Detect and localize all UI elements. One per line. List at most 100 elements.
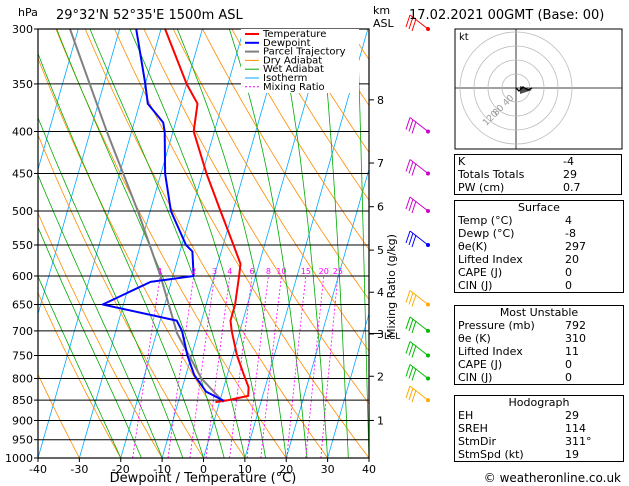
index-row: Lifted Index 11 <box>455 345 623 358</box>
index-value: 0.7 <box>563 181 581 194</box>
hodograph-unit: kt <box>459 32 469 43</box>
wind-barb-flag <box>411 121 417 134</box>
index-row: CAPE (J) 0 <box>455 358 623 371</box>
wind-barb-flag <box>408 198 414 212</box>
wind-barb-flag <box>405 364 411 377</box>
mixing-ratio-label: 8 <box>266 267 271 276</box>
index-label: CIN (J) <box>458 371 493 384</box>
wind-barb-flag <box>405 341 411 354</box>
index-row: θe (K) 310 <box>455 332 623 345</box>
mixing-ratio-label: 10 <box>276 267 286 276</box>
index-row: EH 29 <box>455 409 623 422</box>
pressure-tick-label: 850 <box>12 394 33 407</box>
index-row: Dewp (°C) -8 <box>455 227 623 240</box>
index-row: StmDir 311° <box>455 435 623 448</box>
index-label: Temp (°C) <box>458 214 513 227</box>
index-value: 0 <box>565 371 572 384</box>
wind-barb-flag <box>411 345 417 358</box>
isotherm-line <box>38 29 121 316</box>
index-value: 0 <box>565 266 572 279</box>
dry-adiabat-line <box>38 373 80 458</box>
index-row: PW (cm) 0.7 <box>455 181 622 195</box>
legend-label: Parcel Trajectory <box>263 47 346 58</box>
wet-adiabat-line <box>356 29 369 458</box>
wind-barb <box>405 159 430 176</box>
wind-barb-flag <box>411 18 417 32</box>
wind-barb-dot <box>426 129 430 134</box>
legend-background <box>241 29 359 93</box>
index-row: θe(K) 297 <box>455 240 623 253</box>
wind-barb-dot <box>426 27 430 31</box>
pressure-tick-label: 700 <box>12 325 33 338</box>
index-row: Totals Totals 29 <box>455 168 622 181</box>
dry-adiabat-line <box>202 29 369 301</box>
km-tick-label: 1 <box>377 414 384 427</box>
dry-adiabat-line <box>114 29 369 458</box>
wind-barb-dot <box>426 302 430 307</box>
mixing-ratio-label: 3 <box>212 267 217 276</box>
lcl-label: LCL <box>384 332 400 342</box>
wind-barb-flag <box>405 14 411 28</box>
wet-adiabat-line <box>321 29 349 458</box>
wind-barb-flag <box>411 200 417 214</box>
legend-label: Temperature <box>262 29 326 40</box>
hodograph-indices-section: Hodograph EH 29 SREH 114 StmDir 311° StmSpd (k… <box>454 395 624 462</box>
legend-label: Mixing Ratio <box>263 82 325 93</box>
index-label: StmDir <box>458 435 497 448</box>
index-value: 4 <box>565 214 572 227</box>
hodograph-ring <box>487 59 545 117</box>
temperature-tick-label: -40 <box>29 463 47 476</box>
wet-adiabat-line <box>129 29 266 458</box>
pressure-unit-label: hPa <box>18 6 38 19</box>
pressure-tick-label: 300 <box>12 23 33 36</box>
dry-adiabat-line <box>290 29 369 154</box>
temperature-tick-label: 20 <box>279 463 293 476</box>
wind-barb-flag <box>408 119 414 132</box>
wind-barb-flag <box>405 290 411 303</box>
index-label: Pressure (mb) <box>458 319 535 332</box>
index-label: θe (K) <box>458 332 491 345</box>
wind-barb-flag <box>405 385 411 399</box>
index-row: Pressure (mb) 792 <box>455 319 623 332</box>
index-label: StmSpd (kt) <box>458 448 524 461</box>
dry-adiabat-line <box>38 57 246 458</box>
dry-adiabat-line <box>55 29 287 458</box>
km-tick-label: 5 <box>377 244 384 257</box>
wind-barbs <box>405 14 430 403</box>
mixing-ratio-labels: 1 2 3 4 6 8 10 15 20 25 <box>158 267 343 276</box>
indices-panel: K -4 Totals Totals 29 PW (cm) 0.7 Surface Tem… <box>454 154 624 466</box>
wind-barb-flag <box>408 387 414 401</box>
index-label: Lifted Index <box>458 253 523 266</box>
index-label: SREH <box>458 422 488 435</box>
index-row: CAPE (J) 0 <box>455 266 623 279</box>
temperature-tick-label: 10 <box>238 463 252 476</box>
pressure-tick-label: 650 <box>12 299 33 312</box>
wind-barb-dot <box>426 328 430 333</box>
pressure-tick-label: 400 <box>12 126 33 139</box>
index-label: Lifted Index <box>458 345 523 358</box>
isotherm-line <box>203 29 327 458</box>
wind-barb <box>405 316 430 334</box>
wind-barb-flag <box>411 234 417 248</box>
index-row: StmSpd (kt) 19 <box>455 448 623 461</box>
mixing-ratio-line <box>320 275 339 458</box>
index-row: CIN (J) 0 <box>455 371 623 384</box>
temperature-tick-label: -30 <box>70 463 88 476</box>
mixing-ratio-axis-label: Mixing Ratio (g/kg) <box>385 234 398 338</box>
index-value: -8 <box>565 227 576 240</box>
legend-label: Dry Adiabat <box>263 55 322 66</box>
index-label: Totals Totals <box>458 168 525 181</box>
index-row: K -4 <box>455 155 622 168</box>
mixing-ratio-label: 2 <box>191 267 196 276</box>
index-value: 29 <box>563 168 577 181</box>
temperature-profile <box>164 29 250 404</box>
location-title: 29°32'N 52°35'E 1500m ASL <box>56 8 244 23</box>
index-value: 0 <box>565 358 572 371</box>
wet-adiabat-line <box>176 29 287 458</box>
hodograph-frame <box>454 28 623 150</box>
wind-barb <box>405 364 430 381</box>
mixing-ratio-label: 20 <box>319 267 329 276</box>
km-unit-label: km <box>373 4 390 17</box>
isotherm-line <box>244 29 369 458</box>
isotherm-line <box>78 29 203 458</box>
